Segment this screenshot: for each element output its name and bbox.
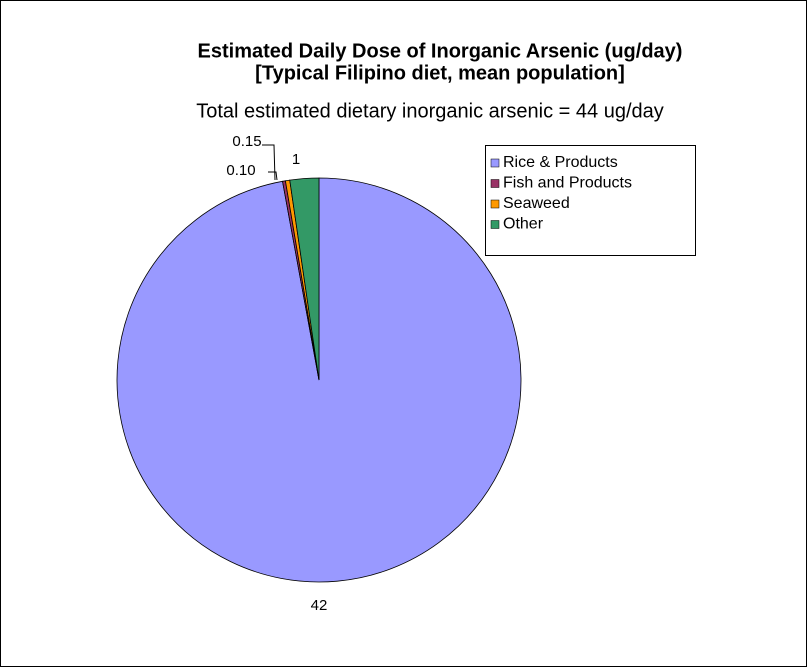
chart-subtitle: Total estimated dietary inorganic arseni… (196, 100, 664, 122)
legend-swatch (490, 179, 500, 188)
data-label: 1 (292, 151, 300, 168)
leader-line (262, 144, 276, 181)
data-label: 42 (311, 597, 328, 614)
pie-slice (289, 177, 320, 381)
legend-label: Rice & Products (503, 154, 618, 171)
data-label: 0.15 (232, 133, 261, 150)
legend-label: Fish and Products (503, 175, 632, 192)
legend-swatch (490, 220, 500, 229)
legend-swatch (490, 199, 500, 209)
legend-swatch (490, 158, 500, 168)
data-label: 0.10 (226, 162, 255, 179)
chart-title: Estimated Daily Dose of Inorganic Arseni… (198, 40, 683, 62)
legend-label: Other (503, 216, 544, 233)
chart-title-line2: [Typical Filipino diet, mean population] (255, 62, 625, 84)
leader-line (268, 171, 278, 181)
legend-label: Seaweed (503, 195, 570, 212)
legend-box (485, 145, 696, 256)
